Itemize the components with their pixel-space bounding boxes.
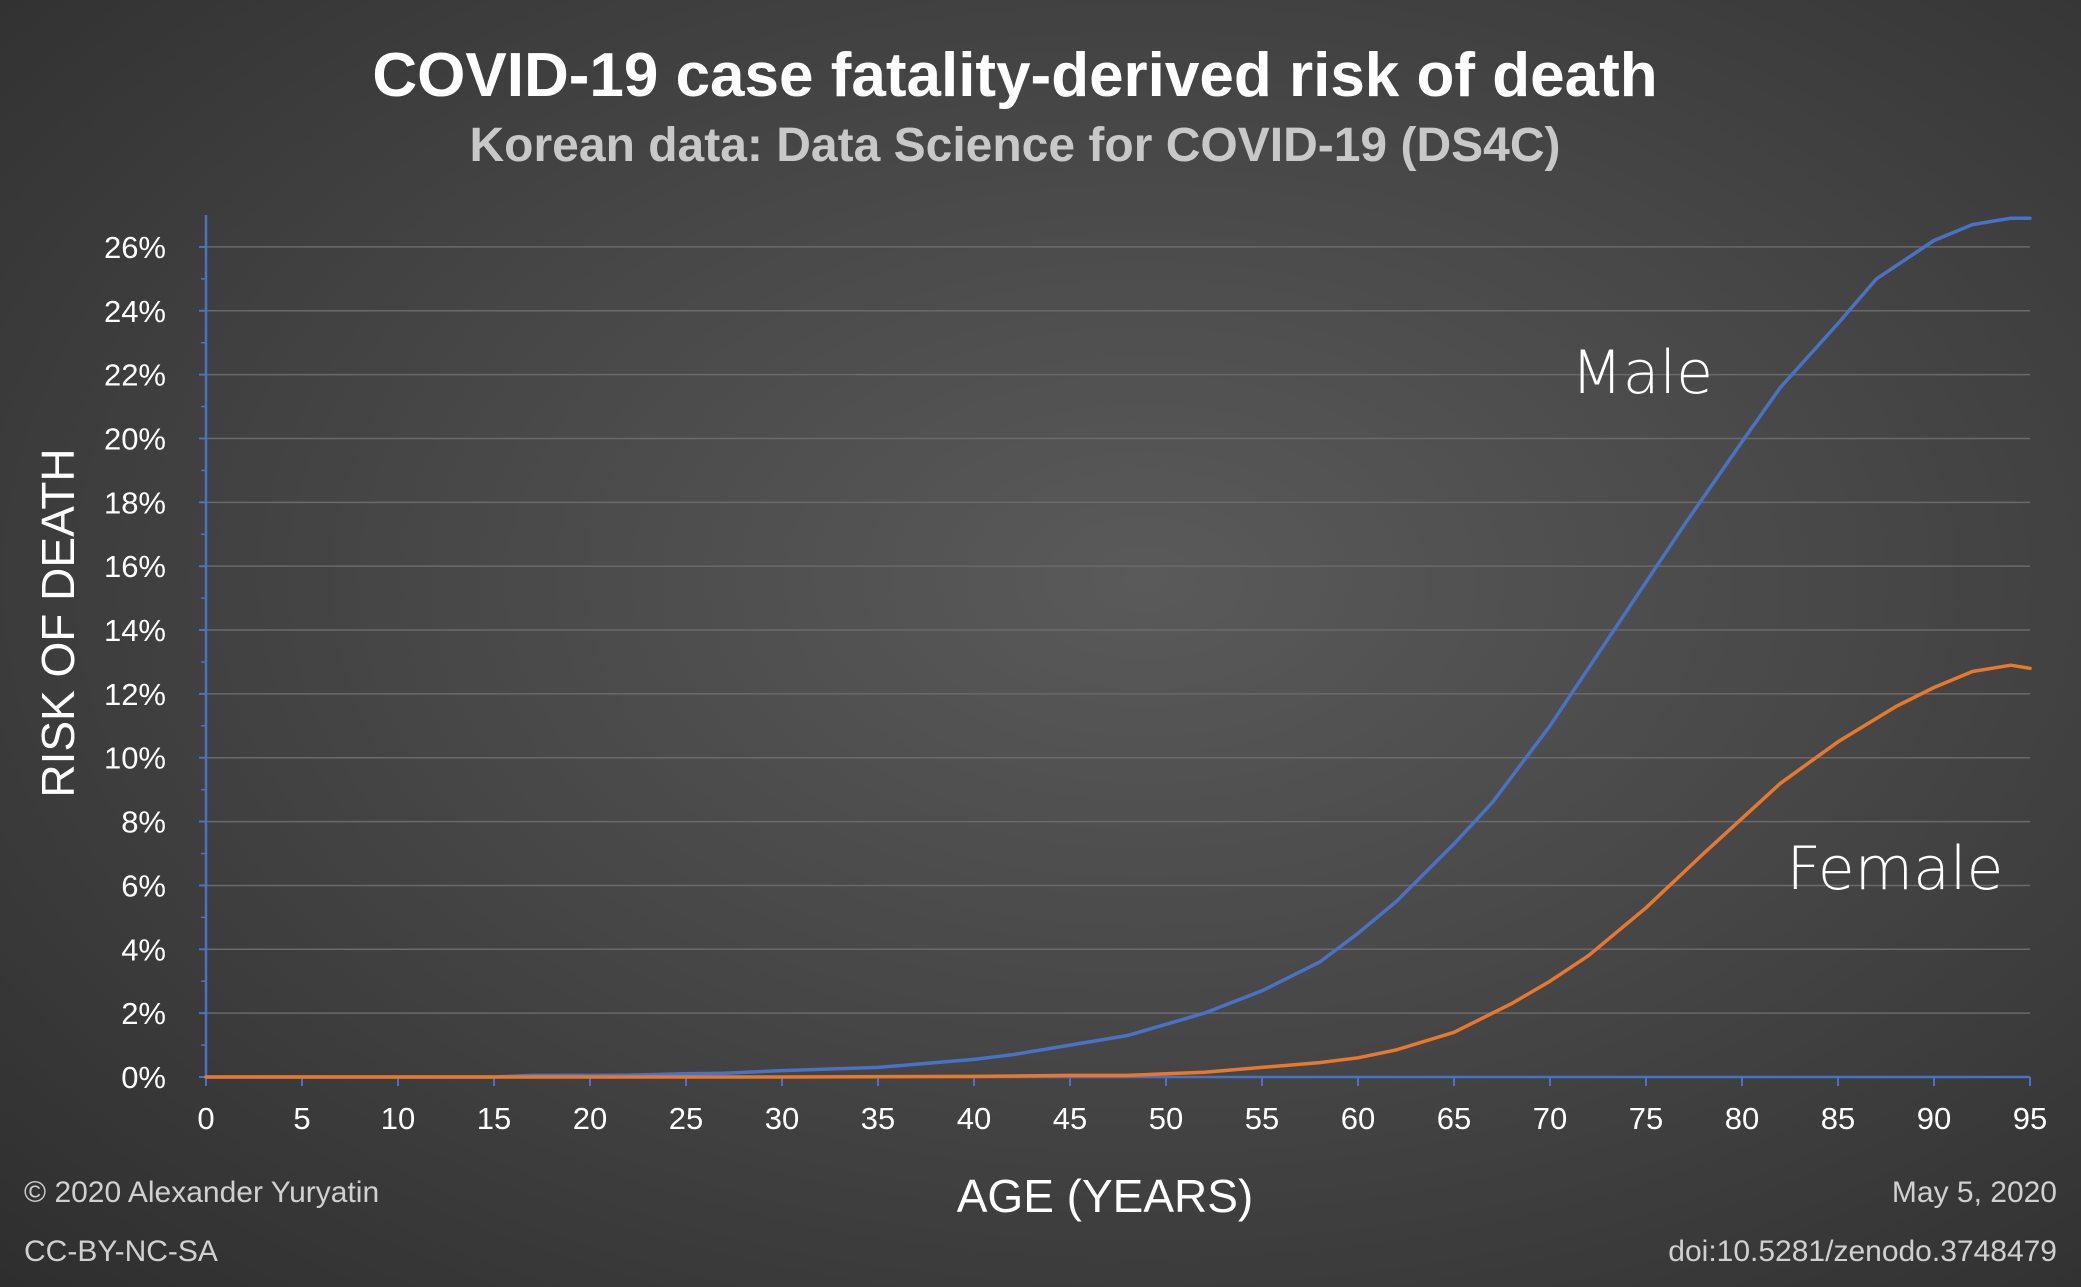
x-tick-label: 5	[293, 1101, 310, 1136]
x-axis-label: AGE (YEARS)	[957, 1170, 1254, 1222]
x-tick-label: 55	[1245, 1101, 1279, 1136]
y-tick-label: 0%	[121, 1060, 166, 1095]
y-tick-label: 6%	[121, 868, 166, 903]
copyright-text: © 2020 Alexander Yuryatin	[24, 1176, 380, 1209]
x-tick-label: 65	[1437, 1101, 1471, 1136]
x-tick-label: 60	[1341, 1101, 1375, 1136]
y-tick-label: 26%	[104, 230, 166, 265]
x-tick-label: 85	[1821, 1101, 1855, 1136]
y-tick-label: 24%	[104, 294, 166, 329]
x-tick-label: 25	[669, 1101, 703, 1136]
x-tick-label: 30	[765, 1101, 799, 1136]
series-line-female	[204, 663, 2032, 1079]
x-tick-label: 75	[1629, 1101, 1663, 1136]
x-tick-label: 70	[1533, 1101, 1567, 1136]
y-tick-label: 12%	[104, 677, 166, 712]
x-tick-label: 10	[381, 1101, 415, 1136]
x-tick-label: 95	[2013, 1101, 2047, 1136]
x-tick-label: 15	[477, 1101, 511, 1136]
y-tick-label: 20%	[104, 421, 166, 456]
date-text: May 5, 2020	[1891, 1176, 2057, 1209]
y-tick-label: 18%	[104, 485, 166, 520]
doi-text: doi:10.5281/zenodo.3748479	[1668, 1235, 2057, 1268]
x-tick-label: 50	[1149, 1101, 1183, 1136]
x-tick-label: 20	[573, 1101, 607, 1136]
x-tick-label: 90	[1917, 1101, 1951, 1136]
y-tick-label: 16%	[104, 549, 166, 584]
y-tick-label: 22%	[104, 358, 166, 393]
license-text: CC-BY-NC-SA	[24, 1235, 218, 1268]
series-lines	[204, 216, 2032, 1079]
x-tick-label: 40	[957, 1101, 991, 1136]
x-tick-label: 45	[1053, 1101, 1087, 1136]
y-tick-label: 2%	[121, 996, 166, 1031]
x-axis: 0 5 10 15 20 25 30 35 40 45 50 55 60 65 70 75 80 85 90 95	[197, 1075, 2047, 1136]
series-label-female: Female	[1787, 834, 2004, 904]
series-label-male: Male	[1571, 338, 1713, 408]
series-line-male	[204, 216, 2032, 1079]
x-tick-label: 80	[1725, 1101, 1759, 1136]
gridlines	[206, 246, 2030, 1014]
y-axis-label: RISK OF DEATH	[32, 448, 84, 797]
x-tick-label: 0	[197, 1101, 214, 1136]
y-tick-label: 10%	[104, 741, 166, 776]
chart-subtitle: Korean data: Data Science for COVID-19 (…	[469, 119, 1561, 172]
y-tick-label: 8%	[121, 805, 166, 840]
y-tick-label: 14%	[104, 613, 166, 648]
y-axis: 0% 2% 4% 6% 8% 10% 12% 14% 16% 18% 20% 22% 24% 26%	[104, 215, 208, 1095]
chart-title: COVID-19 case fatality-derived risk of d…	[372, 41, 1658, 110]
y-tick-label: 4%	[121, 932, 166, 967]
x-tick-label: 35	[861, 1101, 895, 1136]
